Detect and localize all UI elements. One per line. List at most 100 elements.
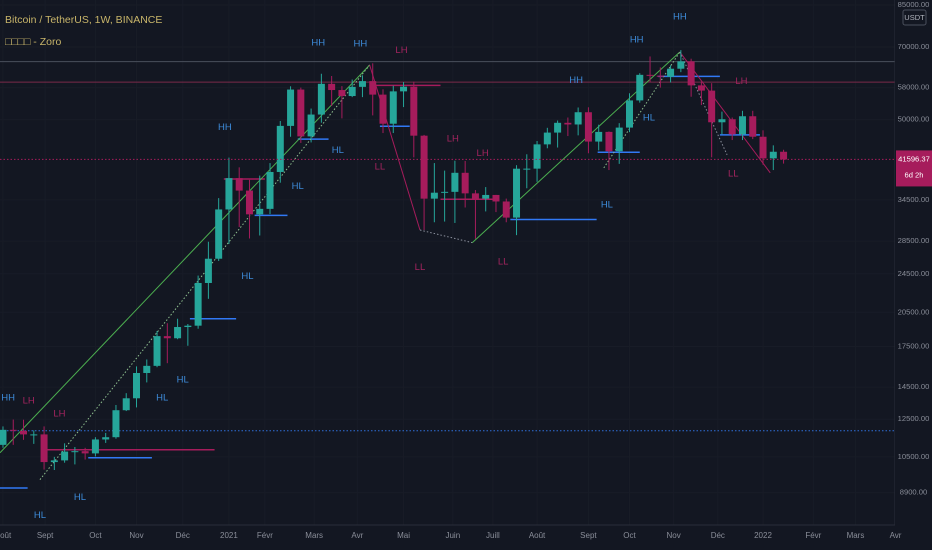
x-tick-label: Févr xyxy=(257,531,273,540)
pivot-label: HH xyxy=(354,38,368,49)
candle-body xyxy=(461,172,469,194)
candle-body xyxy=(122,398,130,411)
candle-body xyxy=(728,119,736,135)
candle-body xyxy=(266,171,274,209)
x-tick-label: Juin xyxy=(445,531,460,540)
candle-body xyxy=(307,114,315,137)
candle-body xyxy=(71,451,79,453)
candle-body xyxy=(759,136,767,159)
pivot-label: HH xyxy=(311,38,325,49)
pivot-label: HL xyxy=(292,181,304,192)
candle-body xyxy=(718,119,726,123)
pivot-label: HL xyxy=(332,145,344,156)
candle-body xyxy=(513,168,521,218)
x-tick-label: Août xyxy=(529,531,546,540)
candle-body xyxy=(194,282,202,326)
candle-body xyxy=(358,81,366,87)
y-tick-label: 58000.00 xyxy=(898,83,930,92)
candle-body xyxy=(163,336,171,339)
y-tick-label: 17500.00 xyxy=(898,341,930,350)
candle-body xyxy=(708,90,716,123)
candle-body xyxy=(554,122,562,133)
pivot-label: HH xyxy=(1,392,15,403)
y-tick-label: 20500.00 xyxy=(898,307,930,316)
plot-area: HH LH LH HL HL HL HL HL HH HL HL HH HH LH LL LH LH LL LL HH… xyxy=(0,12,895,521)
candle-body xyxy=(410,86,418,136)
pivot-label: HL xyxy=(177,374,189,385)
candle-body xyxy=(533,144,541,169)
y-tick-label: 85000.00 xyxy=(898,0,930,9)
pivot-label: HL xyxy=(34,510,46,521)
candle-body xyxy=(646,74,654,76)
y-tick-label: 10500.00 xyxy=(898,452,930,461)
candle-body xyxy=(389,91,397,124)
candle-body xyxy=(102,437,110,440)
candle-body xyxy=(523,168,531,170)
candle-body xyxy=(50,460,58,463)
currency-label[interactable]: USDT xyxy=(904,13,925,22)
pivot-label: HL xyxy=(156,392,168,403)
currency-badge[interactable] xyxy=(902,9,927,26)
pivot-label: LH xyxy=(23,395,35,406)
pivot-label: LL xyxy=(415,262,426,273)
candle-body xyxy=(91,439,99,454)
countdown-label: 6d 2h xyxy=(904,170,923,179)
x-tick-label: Oct xyxy=(89,531,102,540)
candle-body xyxy=(174,327,182,339)
x-tick-label: Oct xyxy=(623,531,636,540)
pivot-label: HL xyxy=(74,492,86,503)
x-tick-label: 2021 xyxy=(220,531,238,540)
grid xyxy=(0,0,896,525)
candle-body xyxy=(235,178,243,191)
candle-body xyxy=(348,86,356,97)
pivot-label: HH xyxy=(673,12,687,23)
candle-body xyxy=(328,83,336,91)
last-price-label: 41596.37 xyxy=(898,154,930,163)
candle-body xyxy=(420,135,428,199)
trend-line xyxy=(679,51,771,174)
candle-body xyxy=(656,75,664,77)
candle-body xyxy=(256,208,264,215)
x-tick-label: Mars xyxy=(305,531,323,540)
x-tick-label: Avr xyxy=(890,531,902,540)
y-tick-label: 24500.00 xyxy=(898,269,930,278)
candle-body xyxy=(287,89,295,126)
candle-body xyxy=(492,194,500,202)
x-tick-label: Avr xyxy=(351,531,363,540)
candle-body xyxy=(543,132,551,145)
x-tick-label: Nov xyxy=(129,531,143,540)
candle-body xyxy=(112,410,120,438)
pivot-label: LH xyxy=(447,134,459,145)
candle-body xyxy=(687,61,695,86)
candle-body xyxy=(297,89,305,137)
candle-body xyxy=(81,451,89,454)
candle-body xyxy=(40,434,48,463)
pivot-label: LL xyxy=(728,168,739,179)
x-tick-label: 2022 xyxy=(754,531,772,540)
candle-body xyxy=(677,61,685,69)
pivot-label: HL xyxy=(241,271,253,282)
indicator-name: □□□□ - Zoro xyxy=(5,36,61,48)
candle-body xyxy=(369,81,377,95)
candle-body xyxy=(9,429,17,431)
candle-body xyxy=(338,90,346,97)
candle-body xyxy=(0,429,7,445)
candle-body xyxy=(615,127,623,152)
candle-body xyxy=(245,190,253,215)
pivot-label: HH xyxy=(569,75,583,86)
x-tick-label: Août xyxy=(0,531,12,540)
trend-line xyxy=(39,64,371,480)
candle-body xyxy=(204,258,212,283)
pivot-label: HL xyxy=(601,199,613,210)
y-tick-label: 70000.00 xyxy=(898,42,930,51)
y-tick-label: 50000.00 xyxy=(898,115,930,124)
candle-body xyxy=(502,201,510,218)
candle-body xyxy=(471,193,479,199)
candle-body xyxy=(20,430,28,435)
candle-body xyxy=(430,192,438,199)
candle-body xyxy=(636,74,644,101)
trend-line xyxy=(369,64,421,231)
pivot-label: LH xyxy=(735,76,747,87)
